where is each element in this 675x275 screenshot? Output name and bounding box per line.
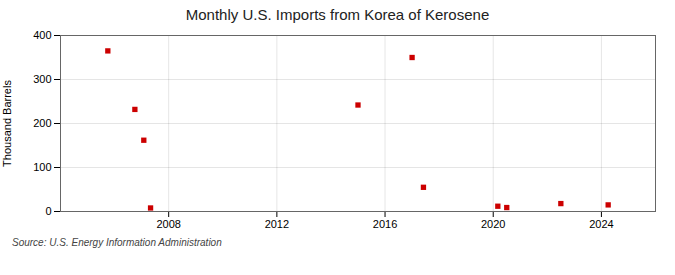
svg-text:0: 0: [45, 205, 51, 217]
svg-text:2020: 2020: [481, 218, 505, 230]
html-text:Monthly U.S. Imports from Kore: Monthly U.S. Imports from Korea of Keros…: [185, 6, 490, 23]
svg-text:2016: 2016: [373, 218, 397, 230]
svg-text:400: 400: [33, 29, 51, 41]
svg-text:2024: 2024: [589, 218, 613, 230]
svg-text:300: 300: [33, 73, 51, 85]
html-text:Source: U.S. Energy Informatio: Source: U.S. Energy Information Administ…: [12, 237, 222, 248]
svg-text:200: 200: [33, 117, 51, 129]
svg-text:2008: 2008: [156, 218, 180, 230]
svg-text:Thousand Barrels: Thousand Barrels: [1, 80, 13, 167]
svg-text:2012: 2012: [265, 218, 289, 230]
svg-text:100: 100: [33, 161, 51, 173]
